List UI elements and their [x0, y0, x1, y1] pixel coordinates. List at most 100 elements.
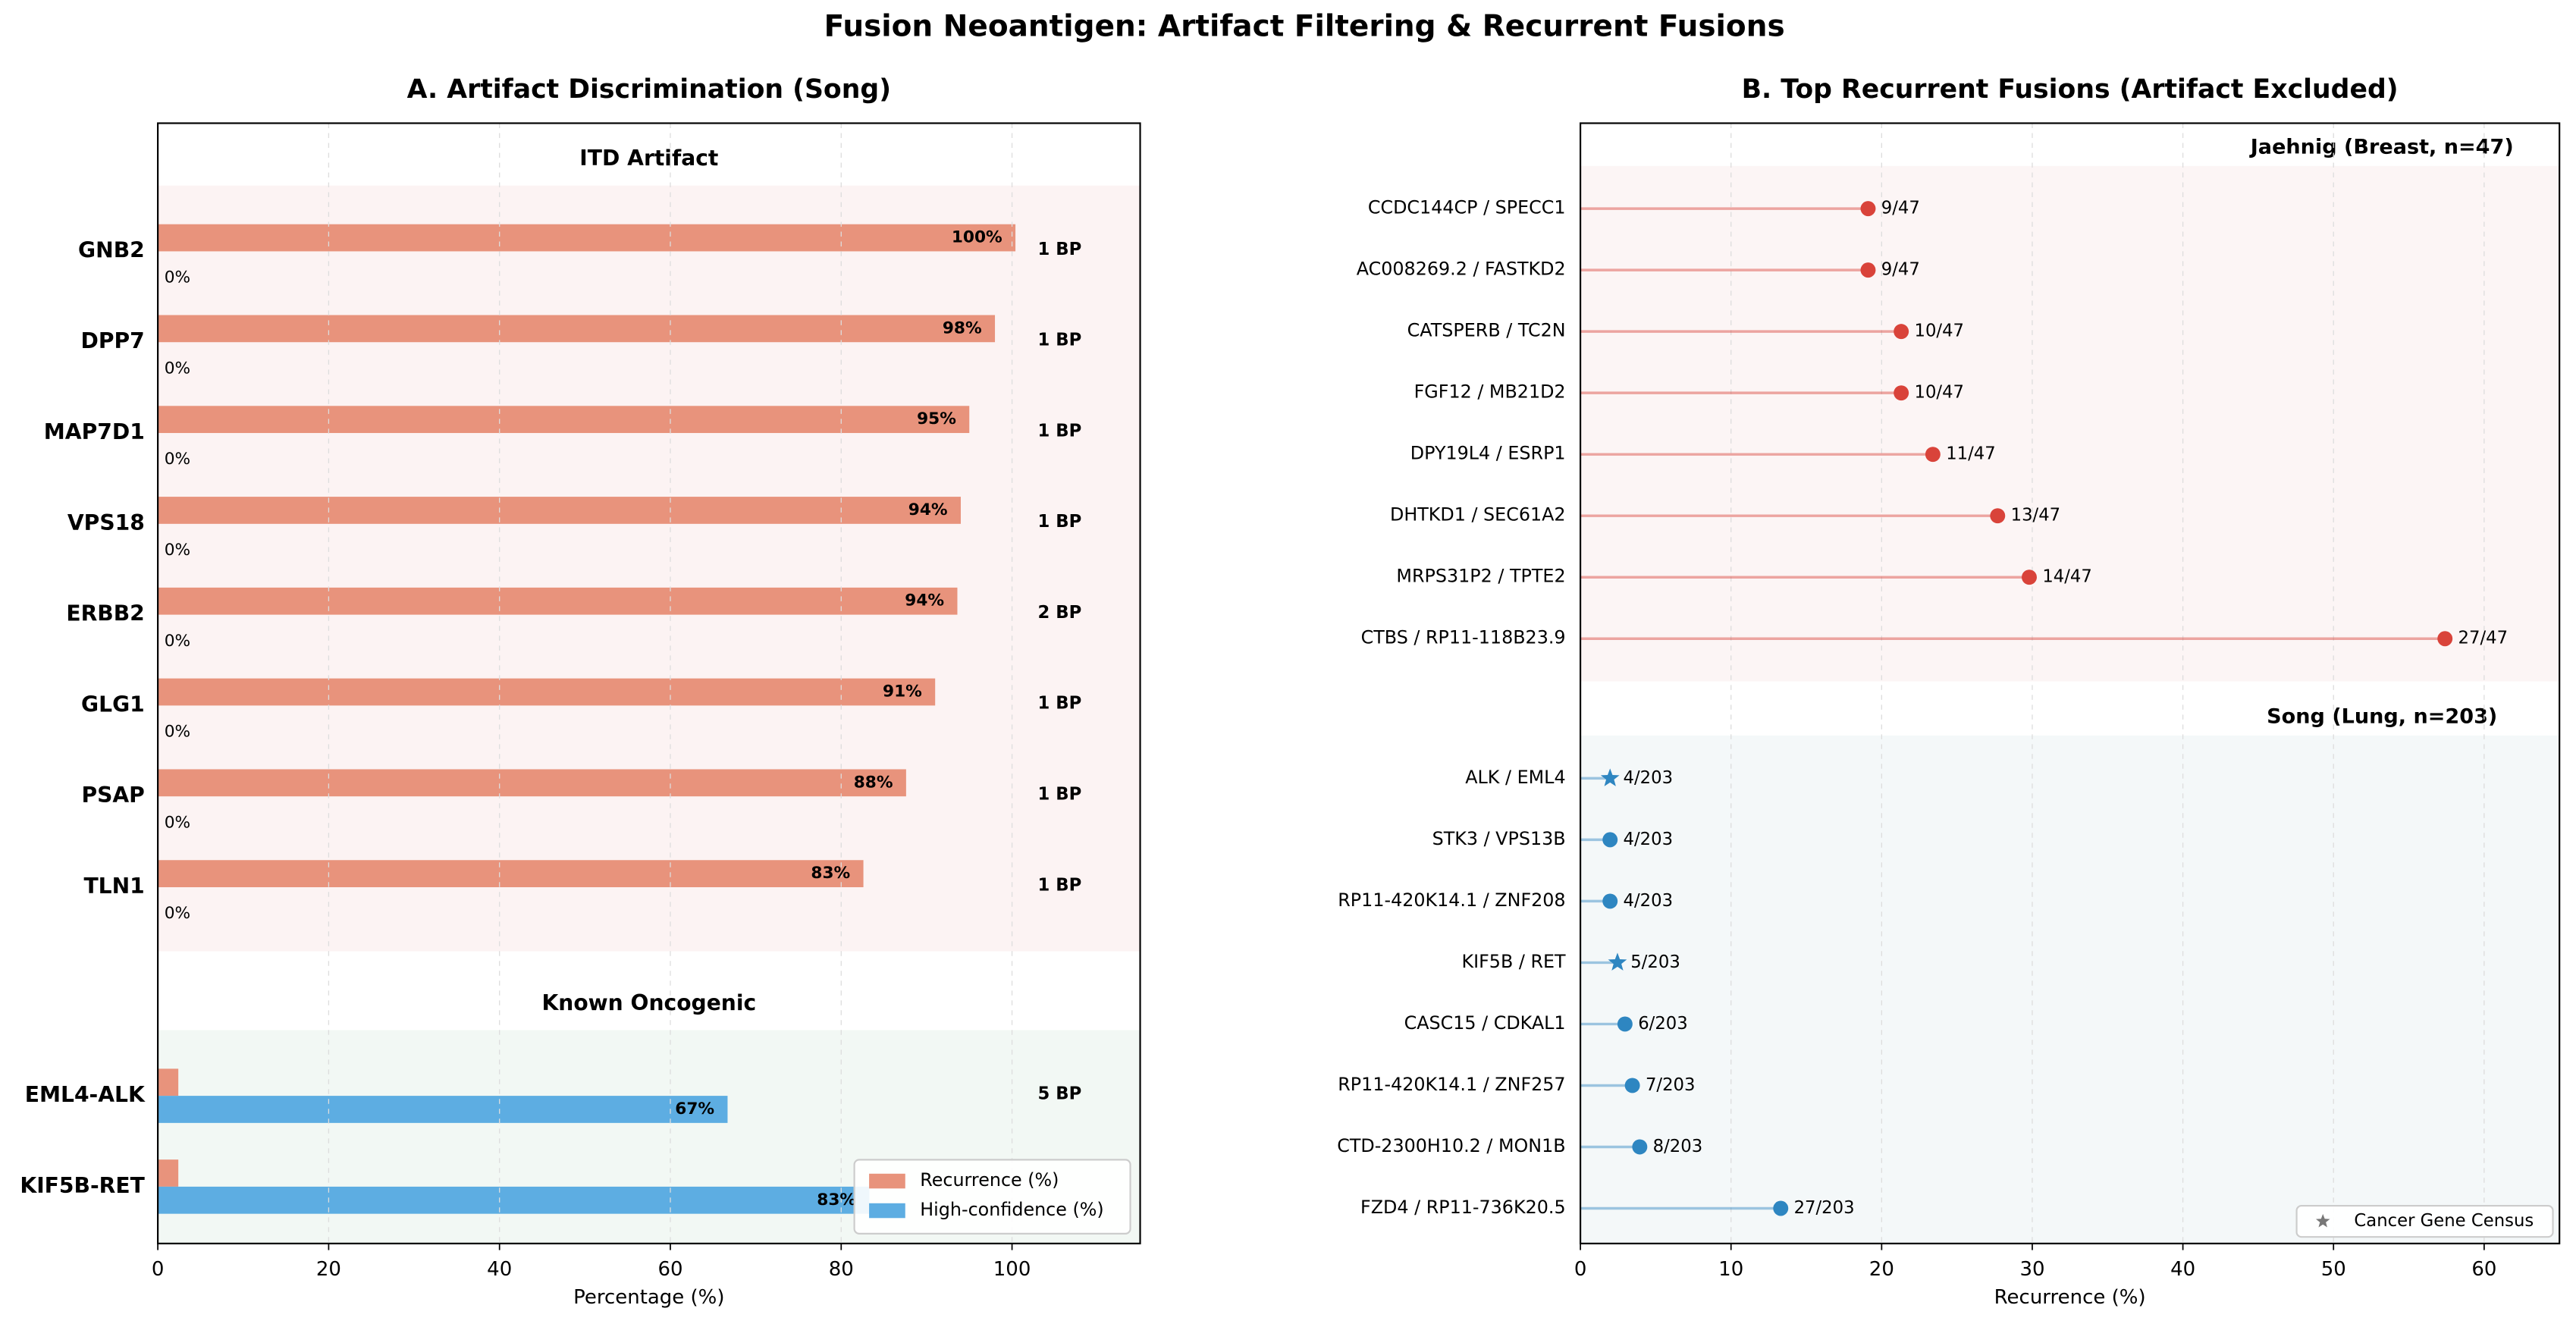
lollipop-dot [1894, 324, 1909, 340]
category-label: CTBS / RP11-118B23.9 [1361, 627, 1566, 648]
bar [158, 315, 996, 343]
lollipop-dot [1602, 832, 1618, 848]
value-label: 4/203 [1624, 768, 1674, 788]
category-label: ALK / EML4 [1465, 767, 1565, 788]
value-label: 0% [165, 268, 190, 287]
breakpoint-label: 1 BP [1038, 694, 1082, 714]
x-axis-label: Percentage (%) [573, 1286, 724, 1309]
lollipop-dot [1624, 1078, 1640, 1093]
legend-star [2315, 1213, 2330, 1228]
panel-title: B. Top Recurrent Fusions (Artifact Exclu… [1742, 74, 2399, 105]
bar [158, 224, 1016, 252]
x-tick-label: 0 [1574, 1258, 1587, 1281]
value-label: 67% [675, 1100, 714, 1118]
lollipop-dot [2437, 631, 2453, 647]
category-label: GLG1 [81, 692, 145, 717]
category-label: CTD-2300H10.2 / MON1B [1337, 1135, 1565, 1156]
category-label: DPP7 [81, 328, 145, 353]
bar [158, 860, 864, 887]
value-label: 6/203 [1638, 1014, 1688, 1034]
legend-label: Cancer Gene Census [2354, 1211, 2534, 1231]
value-label: 83% [817, 1191, 856, 1209]
lollipop-star [1600, 768, 1620, 786]
x-tick-label: 50 [2321, 1258, 2346, 1281]
category-label: RP11-420K14.1 / ZNF257 [1338, 1074, 1565, 1095]
value-label: 98% [943, 318, 982, 337]
value-label: 91% [883, 682, 922, 701]
legend-swatch [869, 1203, 905, 1219]
breakpoint-label: 1 BP [1038, 875, 1082, 895]
category-label: CASC15 / CDKAL1 [1404, 1012, 1566, 1034]
group-background [1580, 165, 2560, 682]
category-label: AC008269.2 / FASTKD2 [1357, 259, 1566, 280]
value-label: 8/203 [1653, 1137, 1703, 1156]
lollipop-star [1608, 952, 1627, 971]
value-label: 0% [165, 359, 190, 378]
category-label: STK3 / VPS13B [1432, 828, 1566, 849]
panel-title: A. Artifact Discrimination (Song) [407, 74, 891, 105]
x-tick-label: 20 [1869, 1258, 1894, 1281]
x-tick-label: 60 [657, 1258, 682, 1281]
category-label: DPY19L4 / ESRP1 [1410, 443, 1566, 464]
category-label: KIF5B / RET [1461, 951, 1566, 972]
lollipop-dot [1925, 447, 1941, 463]
value-label: 0% [165, 723, 190, 742]
group-background [1580, 736, 2560, 1244]
lollipop-dot [1860, 201, 1876, 217]
x-tick-label: 80 [829, 1258, 854, 1281]
group-label: Song (Lung, n=203) [2267, 705, 2497, 729]
category-label: DHTKD1 / SEC61A2 [1390, 504, 1566, 526]
category-label: TLN1 [83, 874, 144, 899]
bar [158, 587, 958, 615]
category-label: CATSPERB / TC2N [1407, 320, 1566, 341]
category-label: FZD4 / RP11-736K20.5 [1360, 1197, 1566, 1218]
x-tick-label: 10 [1718, 1258, 1743, 1281]
value-label: 11/47 [1946, 444, 1996, 464]
value-label: 94% [905, 591, 944, 610]
value-label: 83% [811, 864, 850, 883]
value-label: 88% [854, 773, 893, 792]
category-label: RP11-420K14.1 / ZNF208 [1338, 889, 1565, 911]
breakpoint-label: 1 BP [1038, 421, 1082, 441]
value-label: 95% [917, 409, 956, 428]
category-label: MAP7D1 [44, 419, 145, 444]
group-label: Known Oncogenic [541, 990, 756, 1015]
lollipop-dot [1632, 1139, 1648, 1155]
group-background [158, 185, 1141, 952]
bar [158, 1096, 728, 1123]
bar [158, 1068, 179, 1097]
lollipop-dot [1773, 1200, 1789, 1216]
category-label: PSAP [81, 783, 144, 808]
lollipop-dot [2022, 569, 2037, 585]
value-label: 4/203 [1624, 891, 1674, 911]
group-label: Jaehnig (Breast, n=47) [2249, 135, 2514, 158]
breakpoint-label: 1 BP [1038, 785, 1082, 805]
value-label: 100% [952, 228, 1002, 247]
value-label: 14/47 [2042, 567, 2092, 587]
axes-frame [157, 122, 1141, 1244]
x-tick-label: 40 [487, 1258, 512, 1281]
breakpoint-label: 2 BP [1038, 603, 1082, 623]
value-label: 0% [165, 904, 190, 923]
lollipop-dot [1617, 1016, 1633, 1032]
bar [158, 497, 961, 524]
bar [158, 406, 970, 434]
group-label: ITD Artifact [579, 146, 718, 171]
value-label: 13/47 [2011, 506, 2061, 526]
value-label: 0% [165, 541, 190, 560]
value-label: 7/203 [1646, 1075, 1696, 1095]
figure-title: Fusion Neoantigen: Artifact Filtering & … [824, 9, 1785, 43]
bar [158, 1186, 870, 1214]
legend-box [853, 1159, 1131, 1235]
bar [158, 1159, 179, 1187]
x-tick-label: 0 [152, 1258, 165, 1281]
lollipop-dot [1990, 508, 2006, 524]
value-label: 0% [165, 632, 190, 651]
value-label: 94% [908, 500, 948, 519]
value-label: 10/47 [1915, 383, 1965, 403]
plot-area [158, 185, 1141, 1244]
value-label: 10/47 [1915, 322, 1965, 341]
lollipop-dot [1860, 262, 1876, 278]
breakpoint-label: 1 BP [1038, 240, 1082, 259]
